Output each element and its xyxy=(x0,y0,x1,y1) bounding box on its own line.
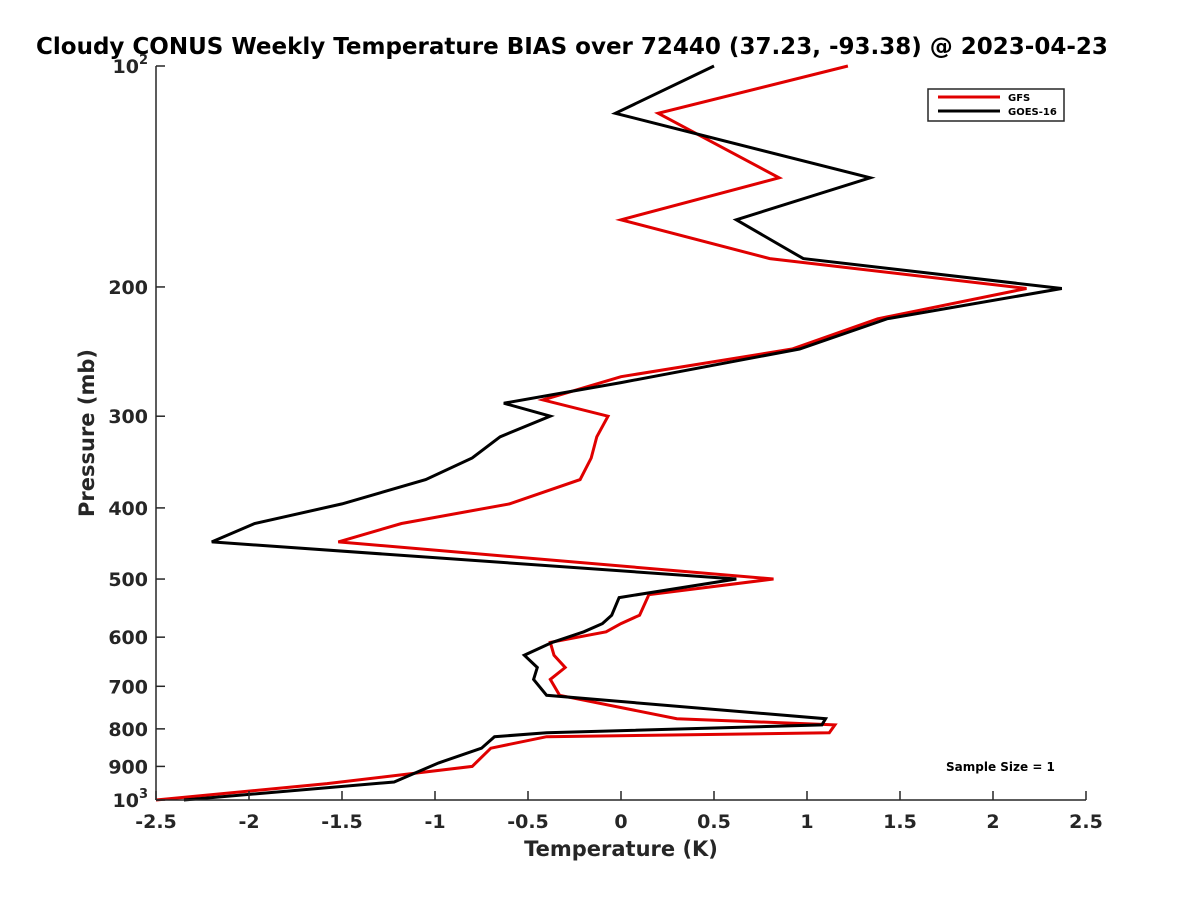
axes-layer xyxy=(155,66,1086,801)
y-tick-label: 800 xyxy=(108,719,148,741)
y-tick-label: 900 xyxy=(108,756,148,778)
y-tick-label: 300 xyxy=(108,406,148,428)
legend-box xyxy=(927,88,1065,122)
sample-size-annotation: Sample Size = 1 xyxy=(946,760,1055,774)
x-tick-label: 2 xyxy=(986,811,999,833)
legend-label: GFS xyxy=(1008,93,1030,104)
y-tick-label: 500 xyxy=(108,569,148,591)
series-line-gfs xyxy=(155,64,1027,802)
y-tick-label: 102 xyxy=(113,53,149,78)
x-tick-label: -2 xyxy=(238,811,259,833)
series-layer xyxy=(155,64,1063,802)
x-axis-title: Temperature (K) xyxy=(524,837,718,861)
x-tick-label: -0.5 xyxy=(507,811,549,833)
x-tick-label: 1 xyxy=(800,811,813,833)
x-tick-label: -1.5 xyxy=(321,811,363,833)
y-tick-label: 700 xyxy=(108,676,148,698)
y-tick-label: 200 xyxy=(108,277,148,299)
x-tick-label: -2.5 xyxy=(135,811,177,833)
x-tick-label: 0.5 xyxy=(697,811,731,833)
x-tick-label: 0 xyxy=(614,811,627,833)
y-axis-ticks: 102 200 300 400 500 600 700 800 900 103 xyxy=(108,53,165,812)
legend-label: GOES-16 xyxy=(1008,107,1057,118)
x-tick-label: 2.5 xyxy=(1069,811,1103,833)
y-tick-label: 400 xyxy=(108,498,148,520)
y-axis-title: Pressure (mb) xyxy=(75,349,99,517)
legend: GFS GOES-16 xyxy=(927,88,1065,122)
x-axis-ticks: -2.5 -2 -1.5 -1 -0.5 0 0.5 1 1.5 2 2.5 xyxy=(135,791,1103,833)
x-tick-label: 1.5 xyxy=(883,811,917,833)
series-line-goes-16 xyxy=(183,64,1063,802)
x-tick-label: -1 xyxy=(424,811,445,833)
y-tick-label: 600 xyxy=(108,627,148,649)
chart-title: Cloudy CONUS Weekly Temperature BIAS ove… xyxy=(36,34,1108,60)
y-tick-label: 103 xyxy=(113,787,149,812)
